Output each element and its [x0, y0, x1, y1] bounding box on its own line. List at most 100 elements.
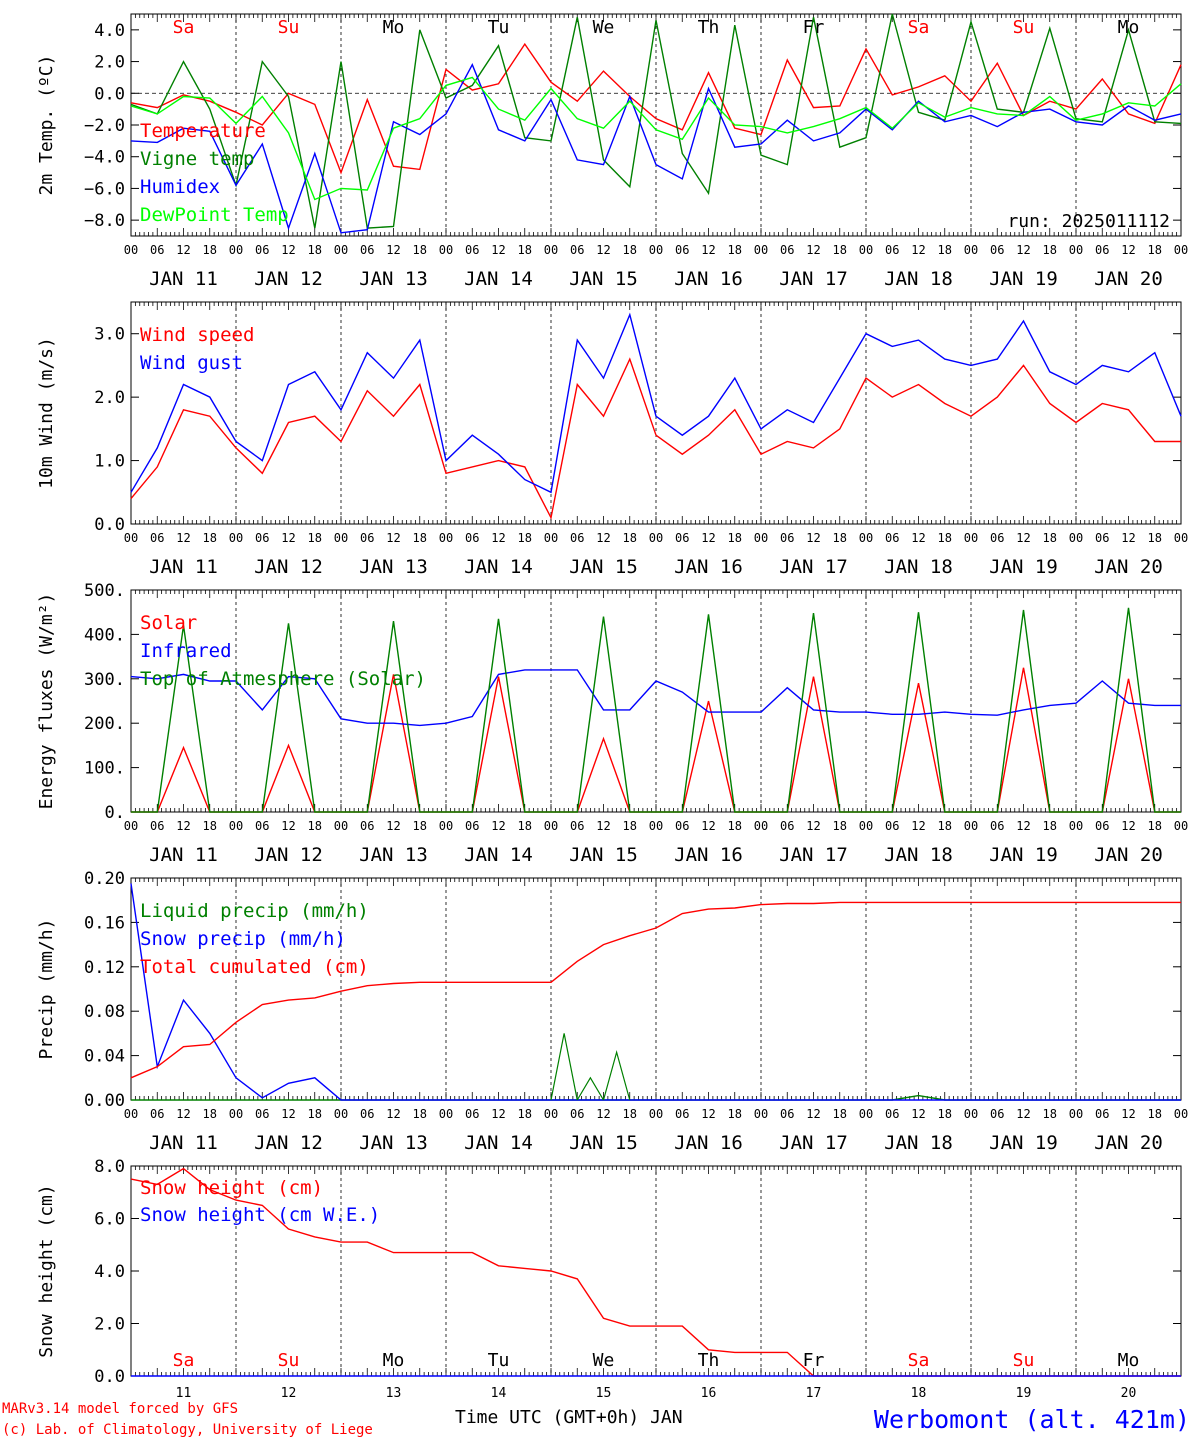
hour-tick-label: 06 — [570, 1107, 584, 1121]
date-label: JAN 16 — [674, 844, 743, 866]
day-number-label: 11 — [176, 1386, 192, 1401]
hour-tick-label: 00 — [439, 531, 453, 545]
hour-tick-label: 12 — [386, 819, 400, 833]
hour-tick-label: 06 — [150, 819, 164, 833]
date-label: JAN 12 — [254, 844, 323, 866]
hour-tick-label: 12 — [1016, 531, 1030, 545]
hour-tick-label: 18 — [728, 819, 742, 833]
hour-tick-label: 00 — [649, 243, 663, 257]
hour-tick-label: 00 — [124, 531, 138, 545]
hour-tick-label: 00 — [544, 1107, 558, 1121]
day-number-label: 13 — [386, 1386, 402, 1401]
date-label: JAN 16 — [674, 268, 743, 290]
weekday-label: Sa — [908, 1350, 930, 1371]
hour-tick-label: 12 — [1121, 243, 1135, 257]
hour-tick-label: 06 — [360, 1107, 374, 1121]
hour-tick-label: 18 — [413, 531, 427, 545]
hour-tick-label: 18 — [203, 1107, 217, 1121]
legend-entry: Wind speed — [140, 324, 254, 346]
series-line-3 — [130, 901, 1181, 1079]
date-label: JAN 12 — [254, 268, 323, 290]
weekday-label: Tu — [488, 17, 510, 38]
hour-tick-label: 06 — [780, 531, 794, 545]
hour-tick-label: 06 — [465, 819, 479, 833]
hour-tick-label: 12 — [281, 1107, 295, 1121]
hour-tick-label: 00 — [649, 531, 663, 545]
hour-tick-label: 06 — [1095, 1107, 1109, 1121]
hour-tick-label: 12 — [1016, 243, 1030, 257]
hour-tick-label: 00 — [334, 531, 348, 545]
series-line-1 — [130, 1167, 1181, 1377]
hour-tick-label: 18 — [1148, 819, 1162, 833]
date-label: JAN 15 — [569, 556, 638, 578]
hour-tick-label: 00 — [649, 1107, 663, 1121]
weekday-label: Tu — [488, 1350, 510, 1371]
hour-tick-label: 00 — [334, 1107, 348, 1121]
day-number-label: 19 — [1016, 1386, 1032, 1401]
liquid-precip-spike — [576, 1076, 605, 1101]
hour-tick-label: 18 — [728, 531, 742, 545]
legend-entry: DewPoint Temp — [140, 204, 289, 226]
y-tick-label: 0.0 — [94, 1367, 125, 1387]
hour-tick-label: 12 — [806, 819, 820, 833]
hour-tick-label: 00 — [439, 243, 453, 257]
y-tick-label: 500. — [84, 581, 125, 601]
hour-tick-label: 12 — [1121, 531, 1135, 545]
hour-tick-label: 06 — [1095, 243, 1109, 257]
y-tick-label: 0.08 — [84, 1002, 125, 1022]
date-label: JAN 16 — [674, 556, 743, 578]
hour-tick-label: 12 — [281, 531, 295, 545]
hour-tick-label: 12 — [1016, 1107, 1030, 1121]
weekday-label: Sa — [173, 1350, 195, 1371]
legend-entry: Top of Atmesphere (Solar) — [140, 668, 426, 690]
hour-tick-label: 12 — [1016, 819, 1030, 833]
hour-tick-label: 12 — [281, 819, 295, 833]
hour-tick-label: 12 — [911, 243, 925, 257]
date-label: JAN 20 — [1094, 556, 1163, 578]
day-number-label: 16 — [701, 1386, 717, 1401]
hour-tick-label: 00 — [1069, 1107, 1083, 1121]
hour-tick-label: 12 — [176, 243, 190, 257]
hour-tick-label: 06 — [885, 1107, 899, 1121]
hour-tick-label: 18 — [938, 819, 952, 833]
hour-tick-label: 18 — [308, 1107, 322, 1121]
y-tick-label: 6.0 — [94, 1210, 125, 1230]
hour-tick-label: 00 — [1069, 819, 1083, 833]
hour-tick-label: 06 — [150, 243, 164, 257]
weekday-label: Th — [698, 17, 720, 38]
y-axis-label: Precip (mm/h) — [36, 919, 57, 1060]
day-number-label: 12 — [281, 1386, 297, 1401]
hour-tick-label: 12 — [701, 531, 715, 545]
y-tick-label: −4.0 — [84, 148, 125, 168]
hour-tick-label: 18 — [1043, 1107, 1057, 1121]
hour-tick-label: 18 — [938, 1107, 952, 1121]
y-tick-label: 0.12 — [84, 958, 125, 978]
series-line-4 — [130, 76, 1182, 201]
weekday-label: Fr — [803, 1350, 825, 1371]
hour-tick-label: 18 — [623, 819, 637, 833]
panel-1: 4.0 2.0 0.0 −2.0 −4.0 −6.0 −8.0 2m Temp. (ºC) Te… — [36, 13, 1188, 290]
weekday-label: We — [593, 17, 615, 38]
hour-tick-label: 12 — [806, 531, 820, 545]
y-tick-label: 2.0 — [94, 388, 125, 408]
hour-tick-label: 18 — [833, 1107, 847, 1121]
date-label: JAN 17 — [779, 844, 848, 866]
date-label: JAN 17 — [779, 1132, 848, 1154]
date-label: JAN 19 — [989, 844, 1058, 866]
hour-tick-label: 12 — [176, 819, 190, 833]
y-tick-label: 400. — [84, 625, 125, 645]
legend-entry: Humidex — [140, 176, 220, 198]
date-label: JAN 13 — [359, 556, 428, 578]
series-line-3 — [131, 607, 1181, 813]
y-tick-label: 8.0 — [94, 1157, 125, 1177]
hour-tick-label: 18 — [1148, 1107, 1162, 1121]
hour-tick-label: 00 — [964, 819, 978, 833]
weekday-label: Sa — [173, 17, 195, 38]
series-line-1 — [130, 357, 1181, 520]
y-tick-label: −2.0 — [84, 116, 125, 136]
date-label: JAN 17 — [779, 556, 848, 578]
hour-tick-label: 18 — [203, 243, 217, 257]
date-label: JAN 18 — [884, 1132, 953, 1154]
hour-tick-label: 18 — [1043, 819, 1057, 833]
